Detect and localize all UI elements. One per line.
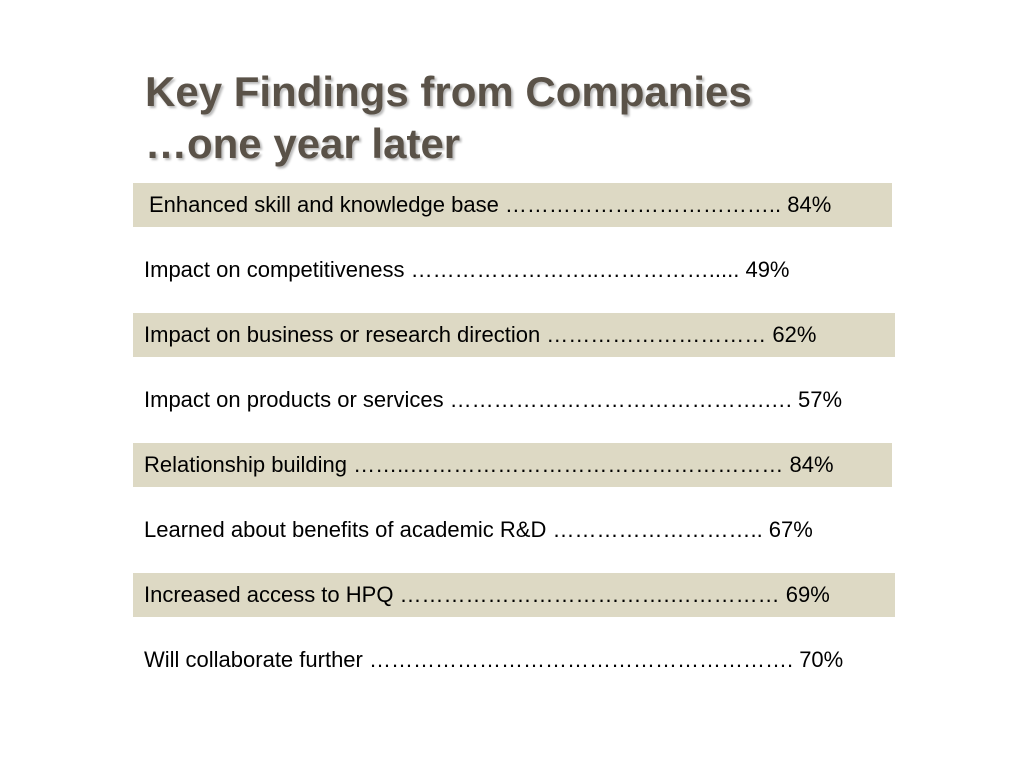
finding-text: Impact on competitiveness ……………………..…………… (144, 257, 790, 282)
finding-text: Learned about benefits of academic R&D …… (144, 517, 813, 542)
finding-text: Will collaborate further ………………………………………… (144, 647, 844, 672)
finding-row-collaborate-further: Will collaborate further ………………………………………… (133, 638, 893, 682)
slide-title: Key Findings from Companies …one year la… (145, 66, 752, 170)
title-line-1: Key Findings from Companies (145, 68, 752, 115)
finding-text: Increased access to HPQ ……………………………….………… (144, 582, 830, 607)
finding-row-enhanced-skill: Enhanced skill and knowledge base ………………… (133, 183, 892, 227)
finding-row-academic-rnd: Learned about benefits of academic R&D …… (133, 508, 893, 552)
finding-text: Impact on products or services ………………………… (144, 387, 843, 412)
finding-row-business-direction: Impact on business or research direction… (133, 313, 895, 357)
finding-text: Relationship building ……..……………………………………… (144, 452, 834, 477)
finding-row-relationship-building: Relationship building ……..……………………………………… (133, 443, 892, 487)
finding-row-hpq-access: Increased access to HPQ ……………………………….………… (133, 573, 895, 617)
finding-row-competitiveness: Impact on competitiveness ……………………..…………… (133, 248, 893, 292)
finding-row-products-services: Impact on products or services ………………………… (133, 378, 893, 422)
title-line-2: …one year later (145, 120, 461, 167)
finding-text: Impact on business or research direction… (144, 322, 817, 347)
finding-text: Enhanced skill and knowledge base ………………… (149, 192, 832, 217)
